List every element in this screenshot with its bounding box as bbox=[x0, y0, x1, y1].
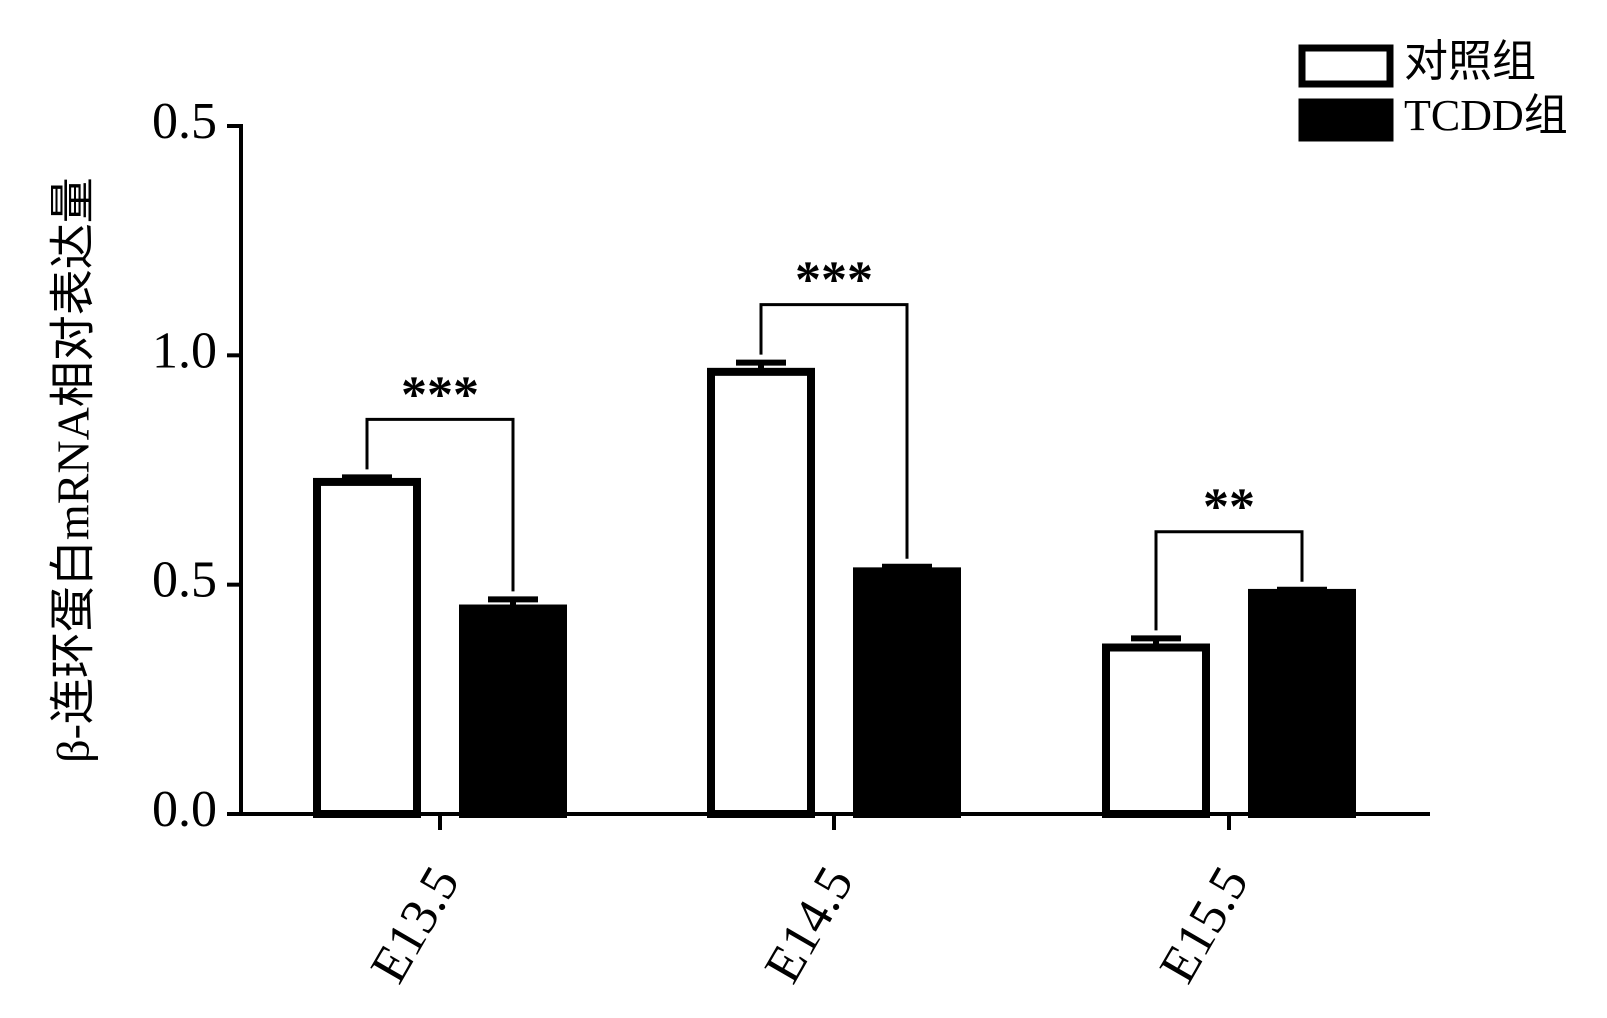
error-bar bbox=[736, 359, 786, 372]
y-tick-label: 0.5 bbox=[152, 552, 217, 609]
x-tick-label: E15.5 bbox=[1149, 857, 1260, 992]
x-tick-label: E13.5 bbox=[360, 857, 471, 992]
y-tick-label: 0.5 bbox=[152, 93, 217, 150]
x-tick-label: E14.5 bbox=[754, 857, 865, 992]
legend-swatch bbox=[1298, 44, 1394, 88]
error-bar bbox=[342, 474, 392, 482]
bar bbox=[853, 567, 961, 819]
significance-label: *** bbox=[795, 252, 873, 309]
error-bar bbox=[1277, 586, 1327, 593]
bar bbox=[1102, 643, 1210, 819]
bar bbox=[1248, 588, 1356, 818]
y-axis-label: β-连环蛋白mRNA相对表达量 bbox=[48, 177, 99, 763]
bar bbox=[459, 604, 567, 818]
legend-label: TCDD组 bbox=[1404, 91, 1568, 140]
legend-swatch bbox=[1298, 98, 1394, 142]
significance-bracket bbox=[1154, 530, 1304, 631]
y-tick-label: 0.0 bbox=[152, 781, 217, 838]
error-bar bbox=[1131, 635, 1181, 648]
significance-bracket bbox=[759, 303, 909, 559]
y-tick-label: 1.0 bbox=[152, 322, 217, 379]
significance-bracket bbox=[365, 417, 515, 592]
significance-label: *** bbox=[401, 366, 479, 423]
bar bbox=[707, 367, 815, 818]
legend-label: 对照组 bbox=[1404, 37, 1536, 86]
error-bar bbox=[882, 563, 932, 572]
significance-label: ** bbox=[1203, 479, 1255, 536]
bar bbox=[313, 477, 421, 818]
error-bar bbox=[488, 596, 538, 609]
